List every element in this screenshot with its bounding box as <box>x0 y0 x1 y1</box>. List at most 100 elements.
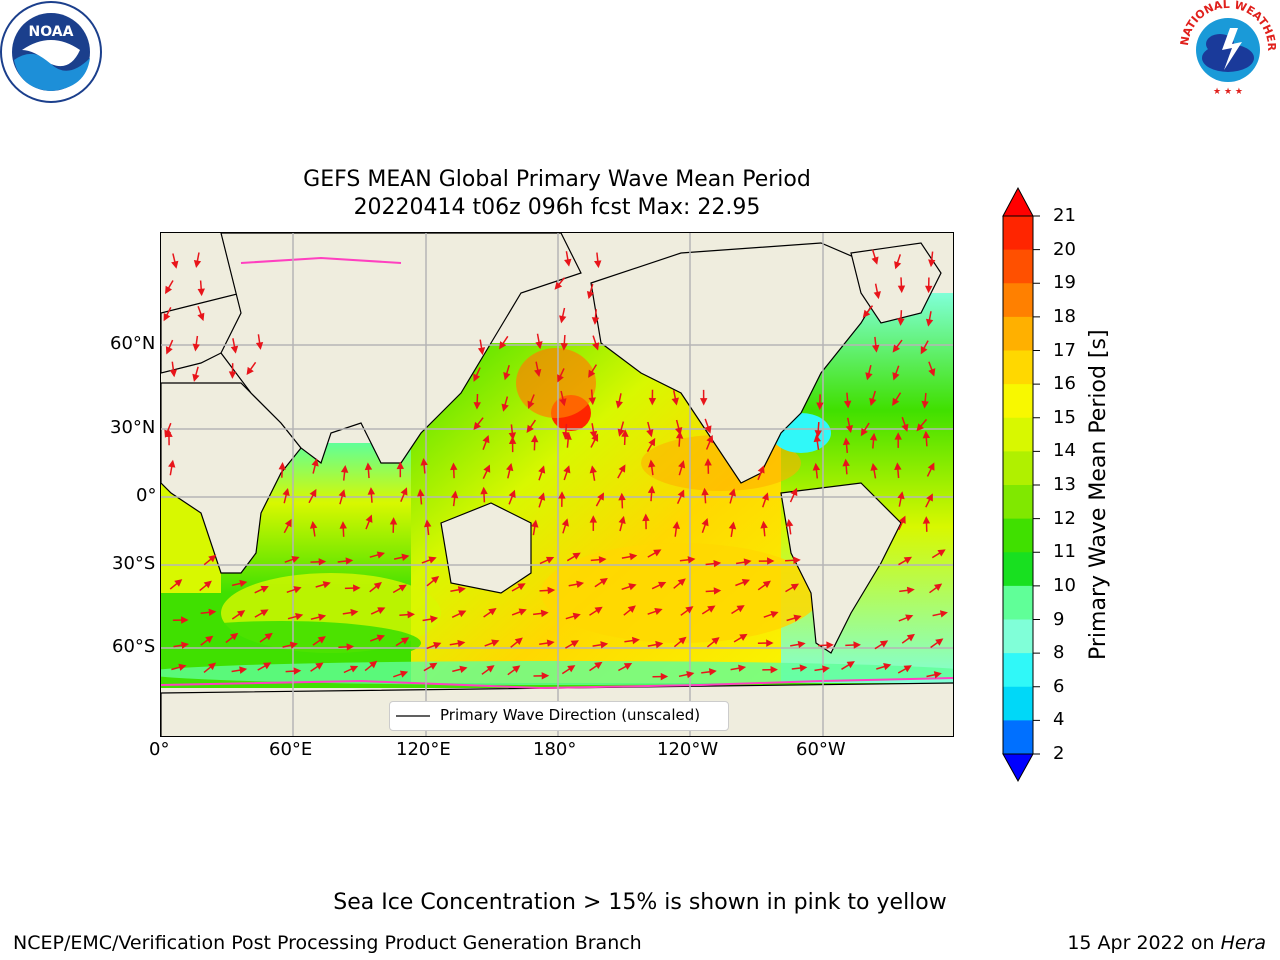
wave-arrow-head <box>706 434 714 444</box>
wave-arrow-head <box>373 581 382 590</box>
wave-arrow-head <box>647 485 656 494</box>
wave-arrow-head <box>459 665 468 673</box>
wave-arrow-head <box>648 459 656 468</box>
wave-arrow-head <box>491 639 500 647</box>
wave-arrow-head <box>293 667 302 675</box>
wave-arrow-head <box>508 489 516 499</box>
wave-arrow-head <box>921 400 929 409</box>
x-tick-60w: 60°W <box>796 739 846 760</box>
wave-arrow-head <box>181 641 189 649</box>
wave-arrow-head <box>618 515 626 525</box>
wave-arrow-head <box>920 346 928 355</box>
wave-arrow-head <box>671 397 679 406</box>
wave-arrow-head <box>922 516 931 524</box>
colorbar-tick-label: 9 <box>1053 608 1065 630</box>
colorbar-title: Primary Wave Mean Period [s] <box>1086 329 1111 660</box>
wave-arrow-head <box>369 660 378 669</box>
south-pacific-swell <box>541 543 821 643</box>
wave-arrow-head <box>586 290 595 300</box>
wave-arrow-head <box>766 639 774 647</box>
wave-arrow-head <box>924 285 933 294</box>
colorbar-tick-label: 11 <box>1053 541 1076 563</box>
wave-arrow-head <box>713 587 722 595</box>
wave-arrow-head <box>554 281 563 290</box>
wave-arrow-head <box>862 309 871 318</box>
wave-arrow-head <box>451 490 459 499</box>
wave-arrow-head <box>928 368 936 377</box>
wave-arrow-head <box>284 518 292 528</box>
colorbar-band <box>1003 283 1033 318</box>
wave-arrow-head <box>677 578 686 586</box>
wave-arrow-head <box>208 608 217 616</box>
gridlines <box>161 233 953 736</box>
wave-arrow-head <box>845 424 854 434</box>
wave-arrow-head <box>193 259 202 268</box>
wave-arrow-head <box>906 633 915 642</box>
wave-arrow-head <box>631 636 640 645</box>
colorbar-tick-label: 21 <box>1053 205 1076 226</box>
wave-arrow-head <box>263 662 272 670</box>
wave-arrow-head <box>483 464 491 473</box>
colorbar-band <box>1003 552 1033 587</box>
wave-arrow-head <box>897 285 906 294</box>
wave-arrow-head <box>699 398 708 406</box>
wave-arrow-head <box>340 465 349 473</box>
wave-arrow-head <box>309 488 317 498</box>
wave-arrow-head <box>420 457 428 466</box>
wave-arrow-head <box>757 465 765 474</box>
colorbar-tick-label: 10 <box>1053 574 1076 596</box>
wave-arrow-head <box>531 519 539 528</box>
colorbar-tick-label: 13 <box>1053 474 1076 495</box>
wave-arrow-head <box>762 580 771 589</box>
wave-arrow-head <box>925 318 934 327</box>
wave-arrow-head <box>197 312 205 322</box>
wave-arrow-head <box>707 605 716 613</box>
colorbar-bands <box>1003 216 1033 755</box>
wave-arrow-head <box>704 458 712 466</box>
colorbar-tick-label: 4 <box>1053 709 1065 731</box>
wave-arrow-head <box>826 641 834 649</box>
colorbar-band <box>1003 249 1033 284</box>
wave-arrow-head <box>264 632 273 641</box>
asia <box>220 233 582 464</box>
wave-arrow-head <box>572 612 581 620</box>
wave-arrow-head <box>903 665 912 673</box>
colorbar-tick-label: 6 <box>1053 675 1065 697</box>
y-tick-60s: 60°S <box>112 636 156 657</box>
colorbar-band <box>1003 686 1033 721</box>
wave-arrow-head <box>318 558 327 566</box>
wave-arrow-head <box>488 608 497 616</box>
wave-arrow-head <box>508 436 517 444</box>
wave-arrow-head <box>701 518 709 527</box>
wave-arrow-head <box>642 513 650 522</box>
wave-arrow-head <box>482 435 490 444</box>
wave-arrow-head <box>898 515 906 524</box>
wave-arrow-head <box>799 664 808 672</box>
y-tick-30n: 30°N <box>110 417 156 438</box>
y-tick-30s: 30°S <box>112 553 156 574</box>
wave-arrow-head <box>547 586 556 595</box>
wave-arrow-head <box>853 641 861 649</box>
map-svg <box>161 233 953 736</box>
wave-arrow-head <box>629 553 638 561</box>
colorbar-tick-label: 14 <box>1053 440 1076 462</box>
wave-arrow-head <box>563 465 571 474</box>
wave-arrow-head <box>933 671 942 679</box>
wave-arrow-head <box>174 579 183 587</box>
wave-arrow-head <box>615 400 623 409</box>
wave-arrow-head <box>315 662 324 670</box>
wave-arrow-head <box>534 369 542 378</box>
wave-arrow-head <box>623 662 633 670</box>
wave-arrow-head <box>282 487 290 497</box>
wave-arrow-head <box>599 577 608 586</box>
wave-arrow-head <box>570 640 579 648</box>
wave-arrow-head <box>686 670 695 679</box>
wave-arrow-head <box>594 661 603 670</box>
map-legend: Primary Wave Direction (unscaled) <box>389 701 729 731</box>
wave-arrow-head <box>293 586 302 594</box>
colorbar-tick-label: 12 <box>1053 507 1076 529</box>
wave-arrow-head <box>704 425 712 434</box>
colorbar-band <box>1003 384 1033 419</box>
wave-arrow-head <box>879 640 889 648</box>
colorbar-band <box>1003 216 1033 251</box>
